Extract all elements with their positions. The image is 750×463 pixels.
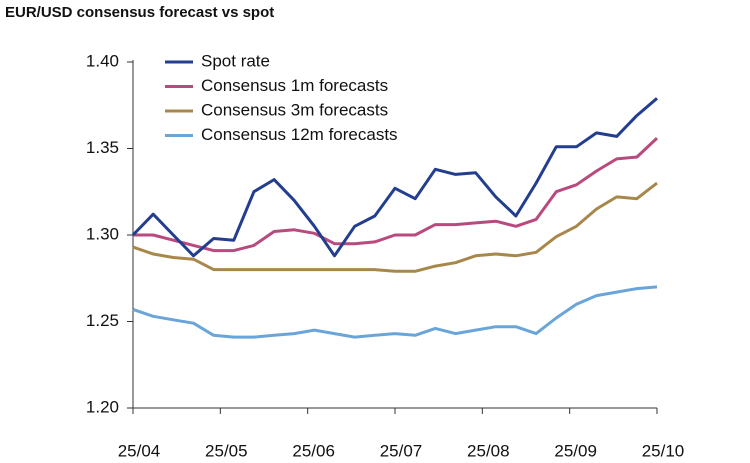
x-tick-label: 25/07 (380, 441, 423, 460)
y-tick-label: 1.30 (86, 224, 119, 243)
y-tick-label: 1.20 (86, 397, 119, 416)
x-tick-label: 25/04 (118, 441, 161, 460)
y-tick-label: 1.35 (86, 138, 119, 157)
legend-label: Consensus 12m forecasts (201, 125, 398, 144)
x-tick-label: 25/06 (292, 441, 335, 460)
series-line (133, 137, 659, 253)
legend-label: Consensus 3m forecasts (201, 100, 388, 119)
series-line (132, 285, 658, 339)
series-line (131, 97, 658, 258)
chart-title: EUR/USD consensus forecast vs spot (5, 4, 274, 21)
legend-label: Spot rate (201, 51, 270, 70)
x-tick-label: 25/10 (642, 441, 685, 460)
series-line (132, 181, 658, 273)
y-tick-label: 1.25 (86, 311, 119, 330)
legend-label: Consensus 1m forecasts (201, 76, 388, 95)
x-tick-label: 25/09 (554, 441, 597, 460)
x-tick-label: 25/08 (467, 441, 510, 460)
y-tick-label: 1.40 (86, 51, 119, 70)
x-tick-label: 25/05 (205, 441, 248, 460)
